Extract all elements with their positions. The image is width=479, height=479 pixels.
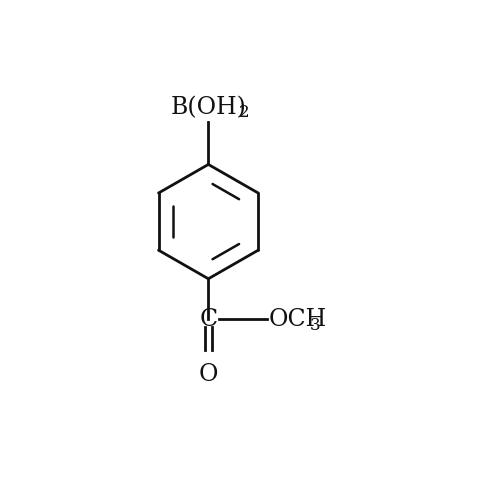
Text: B(OH): B(OH)	[171, 96, 246, 119]
Text: O: O	[199, 363, 218, 386]
Text: C: C	[199, 308, 217, 331]
Text: OCH: OCH	[269, 308, 327, 331]
Text: 2: 2	[239, 104, 250, 121]
Text: 3: 3	[310, 318, 320, 334]
